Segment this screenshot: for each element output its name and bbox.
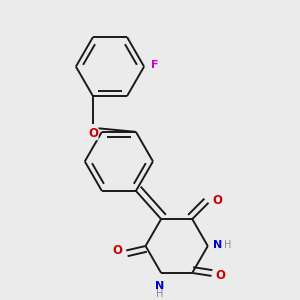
Text: O: O [215, 269, 225, 282]
Text: O: O [212, 194, 222, 207]
Text: O: O [88, 127, 98, 140]
Text: N: N [155, 281, 164, 291]
Text: H: H [156, 289, 163, 299]
Text: F: F [152, 60, 159, 70]
Text: N: N [213, 239, 222, 250]
Text: H: H [224, 239, 232, 250]
Text: O: O [113, 244, 123, 257]
